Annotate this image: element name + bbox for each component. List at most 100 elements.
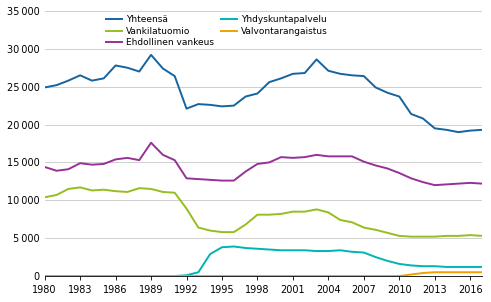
Yhdyskuntapalvelu — [219, 246, 225, 249]
Ehdollinen vankeus — [467, 181, 473, 185]
Vankilatuomio — [184, 207, 190, 210]
Ehdollinen vankeus — [384, 167, 390, 170]
Vankilatuomio — [243, 223, 248, 226]
Vankilatuomio — [479, 234, 485, 238]
Yhdyskuntapalvelu — [77, 274, 83, 278]
Yhteensä — [54, 83, 59, 87]
Ehdollinen vankeus — [195, 177, 201, 181]
Yhdyskuntapalvelu — [326, 249, 331, 253]
Ehdollinen vankeus — [184, 176, 190, 180]
Vankilatuomio — [195, 226, 201, 229]
Yhteensä — [337, 72, 343, 76]
Yhteensä — [444, 128, 450, 132]
Yhdyskuntapalvelu — [444, 265, 450, 269]
Valvontarangaistus — [278, 274, 284, 278]
Vankilatuomio — [467, 233, 473, 237]
Yhteensä — [148, 53, 154, 57]
Vankilatuomio — [77, 186, 83, 189]
Ehdollinen vankeus — [266, 161, 272, 164]
Yhdyskuntapalvelu — [384, 259, 390, 263]
Ehdollinen vankeus — [125, 156, 131, 160]
Vankilatuomio — [408, 235, 414, 239]
Yhdyskuntapalvelu — [148, 274, 154, 278]
Ehdollinen vankeus — [89, 163, 95, 166]
Yhteensä — [89, 79, 95, 82]
Yhteensä — [172, 74, 178, 78]
Valvontarangaistus — [172, 274, 178, 278]
Vankilatuomio — [89, 189, 95, 192]
Ehdollinen vankeus — [254, 162, 260, 166]
Ehdollinen vankeus — [479, 182, 485, 185]
Yhteensä — [219, 104, 225, 108]
Vankilatuomio — [219, 230, 225, 234]
Yhteensä — [243, 95, 248, 98]
Vankilatuomio — [361, 226, 367, 229]
Yhteensä — [254, 92, 260, 95]
Vankilatuomio — [136, 186, 142, 190]
Valvontarangaistus — [290, 274, 296, 278]
Valvontarangaistus — [148, 274, 154, 278]
Valvontarangaistus — [444, 270, 450, 274]
Ehdollinen vankeus — [172, 158, 178, 162]
Yhteensä — [408, 112, 414, 116]
Ehdollinen vankeus — [361, 160, 367, 163]
Yhdyskuntapalvelu — [172, 274, 178, 278]
Valvontarangaistus — [77, 274, 83, 278]
Vankilatuomio — [290, 210, 296, 214]
Valvontarangaistus — [373, 274, 379, 278]
Vankilatuomio — [396, 234, 402, 238]
Valvontarangaistus — [231, 274, 237, 278]
Ehdollinen vankeus — [337, 155, 343, 158]
Vankilatuomio — [254, 213, 260, 217]
Yhdyskuntapalvelu — [160, 274, 166, 278]
Yhteensä — [479, 128, 485, 132]
Ehdollinen vankeus — [65, 167, 71, 171]
Yhteensä — [290, 72, 296, 76]
Yhteensä — [136, 70, 142, 73]
Valvontarangaistus — [125, 274, 131, 278]
Valvontarangaistus — [361, 274, 367, 278]
Valvontarangaistus — [254, 274, 260, 278]
Yhdyskuntapalvelu — [89, 274, 95, 278]
Yhdyskuntapalvelu — [349, 250, 355, 254]
Yhteensä — [361, 74, 367, 78]
Valvontarangaistus — [195, 274, 201, 278]
Ehdollinen vankeus — [408, 176, 414, 180]
Yhdyskuntapalvelu — [302, 249, 308, 252]
Yhdyskuntapalvelu — [266, 248, 272, 251]
Line: Valvontarangaistus: Valvontarangaistus — [45, 272, 482, 276]
Ehdollinen vankeus — [77, 161, 83, 165]
Vankilatuomio — [172, 191, 178, 194]
Yhteensä — [207, 103, 213, 107]
Yhteensä — [42, 86, 48, 89]
Ehdollinen vankeus — [456, 182, 462, 185]
Ehdollinen vankeus — [219, 179, 225, 182]
Vankilatuomio — [444, 234, 450, 238]
Vankilatuomio — [65, 187, 71, 191]
Valvontarangaistus — [42, 274, 48, 278]
Yhdyskuntapalvelu — [456, 265, 462, 269]
Yhdyskuntapalvelu — [373, 255, 379, 259]
Yhdyskuntapalvelu — [65, 274, 71, 278]
Yhdyskuntapalvelu — [125, 274, 131, 278]
Vankilatuomio — [314, 207, 320, 211]
Yhteensä — [231, 104, 237, 108]
Vankilatuomio — [125, 190, 131, 194]
Valvontarangaistus — [266, 274, 272, 278]
Yhdyskuntapalvelu — [243, 246, 248, 250]
Line: Vankilatuomio: Vankilatuomio — [45, 188, 482, 237]
Ehdollinen vankeus — [231, 179, 237, 182]
Yhdyskuntapalvelu — [420, 264, 426, 268]
Vankilatuomio — [432, 235, 437, 239]
Valvontarangaistus — [467, 270, 473, 274]
Yhteensä — [302, 71, 308, 75]
Vankilatuomio — [112, 189, 118, 193]
Valvontarangaistus — [160, 274, 166, 278]
Yhteensä — [184, 107, 190, 111]
Ehdollinen vankeus — [432, 183, 437, 187]
Valvontarangaistus — [337, 274, 343, 278]
Yhteensä — [266, 80, 272, 84]
Valvontarangaistus — [184, 274, 190, 278]
Vankilatuomio — [278, 212, 284, 216]
Vankilatuomio — [420, 235, 426, 239]
